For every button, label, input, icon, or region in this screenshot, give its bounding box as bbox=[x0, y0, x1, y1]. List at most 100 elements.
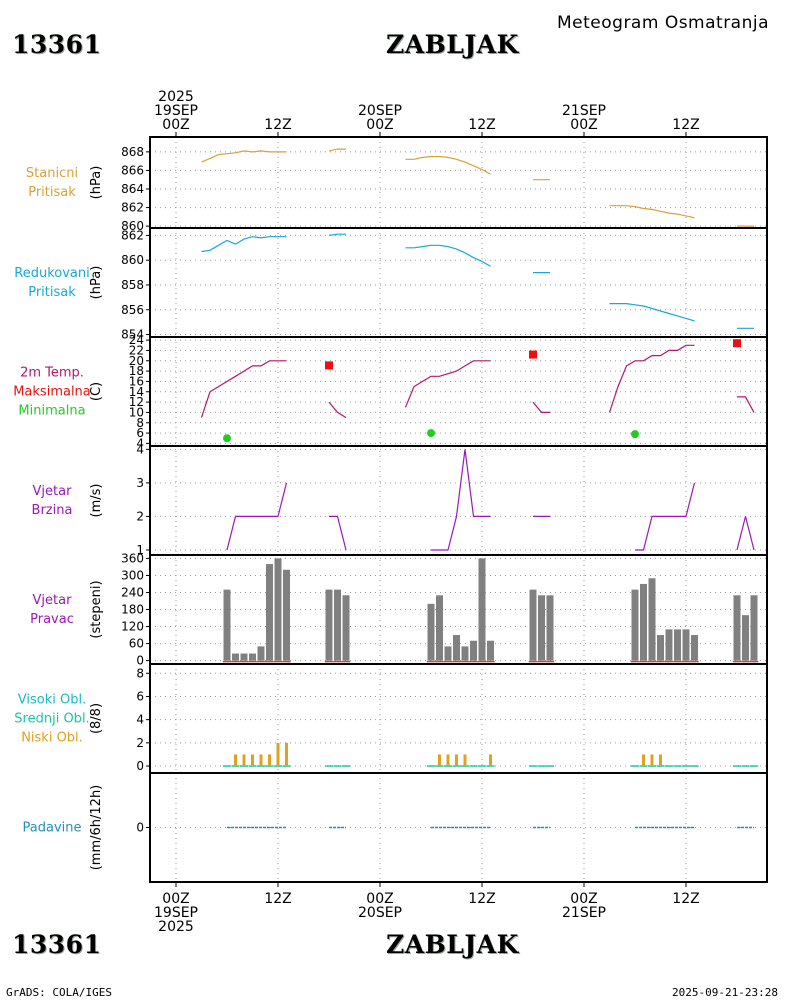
series-line bbox=[201, 236, 287, 253]
direction-bar bbox=[674, 629, 681, 661]
y-tick-label: 866 bbox=[121, 163, 144, 177]
cloud-bar-low bbox=[446, 754, 450, 767]
y-tick-label: 60 bbox=[129, 637, 144, 651]
unit-label: (m/s) bbox=[89, 484, 104, 518]
panel-title-line: Niski Obl. bbox=[21, 731, 83, 746]
unit-label: (C) bbox=[89, 382, 104, 401]
unit-label: (hPa) bbox=[89, 266, 104, 300]
direction-bar bbox=[733, 595, 741, 661]
cloud-bar-low bbox=[276, 742, 280, 767]
cloud-bar-low bbox=[642, 754, 645, 767]
series-line bbox=[226, 482, 288, 551]
bottom-axis-tick-label: 21SEP bbox=[562, 905, 606, 921]
series-line bbox=[329, 515, 347, 551]
footer-station-id: 13361 bbox=[12, 930, 102, 959]
panel-title-line: Vjetar bbox=[33, 484, 73, 499]
panel-title-line: Padavine bbox=[23, 821, 82, 836]
panel-title-line: Pritisak bbox=[28, 285, 76, 300]
direction-bar bbox=[648, 578, 656, 661]
top-axis-tick-label: 00Z bbox=[570, 117, 597, 133]
panel-title-line: Redukovani bbox=[14, 266, 89, 281]
y-tick-label: 10 bbox=[129, 405, 144, 419]
series-line bbox=[328, 233, 346, 236]
y-tick-label: 0 bbox=[136, 821, 144, 835]
panel-title-line: Visoki Obl. bbox=[18, 693, 86, 708]
direction-bar bbox=[427, 603, 435, 661]
direction-bar bbox=[274, 558, 282, 661]
panel-frame bbox=[149, 336, 768, 447]
y-tick-label: 20 bbox=[129, 354, 144, 368]
panel-title-line: Maksimalna bbox=[13, 385, 91, 400]
station-id: 13361 bbox=[12, 30, 102, 59]
series-line bbox=[328, 401, 347, 419]
tmin-marker bbox=[223, 434, 231, 443]
series-line bbox=[736, 516, 755, 551]
direction-bar bbox=[249, 653, 256, 661]
tmax-marker bbox=[733, 339, 741, 348]
cloud-bar-low bbox=[251, 754, 254, 767]
top-axis-tick-label: 12Z bbox=[264, 117, 291, 133]
bottom-axis-tick-label: 00Z bbox=[570, 891, 597, 907]
bottom-axis-tick-label: 19SEP bbox=[154, 905, 198, 921]
panel-title-line: Srednji Obl. bbox=[14, 712, 89, 727]
unit-label: (8/8) bbox=[89, 703, 104, 734]
y-tick-label: 8 bbox=[136, 416, 144, 430]
y-tick-label: 862 bbox=[121, 201, 144, 215]
top-axis-tick-label: 21SEP bbox=[562, 103, 606, 119]
panel-wind-direction: 0 60 120 180 240 300 360 Vjetar Pravac (stepeni) bbox=[30, 551, 768, 668]
y-tick-label: 0 bbox=[136, 654, 144, 668]
y-tick-label: 24 bbox=[129, 333, 144, 347]
direction-bar bbox=[266, 564, 273, 661]
top-axis-tick-label: 00Z bbox=[162, 117, 189, 133]
cloud-bar-low bbox=[438, 754, 441, 767]
bottom-axis-tick-label: 20SEP bbox=[358, 905, 402, 921]
panel-frame bbox=[149, 227, 768, 338]
direction-bar bbox=[453, 635, 460, 661]
y-tick-label: 18 bbox=[129, 364, 144, 378]
direction-bar bbox=[665, 629, 673, 661]
direction-bar bbox=[470, 640, 477, 661]
footer-station-name: ZABLJAK bbox=[386, 930, 519, 959]
direction-bar bbox=[257, 646, 265, 661]
y-tick-label: 6 bbox=[136, 426, 144, 440]
y-tick-label: 858 bbox=[121, 278, 144, 292]
series-line bbox=[201, 150, 287, 163]
direction-bar bbox=[691, 635, 698, 661]
series-line bbox=[609, 303, 695, 322]
bottom-axis-tick-label: 00Z bbox=[366, 891, 393, 907]
cloud-bar-low bbox=[268, 754, 271, 767]
direction-bar bbox=[232, 653, 239, 661]
y-tick-label: 2 bbox=[136, 509, 144, 523]
y-tick-label: 864 bbox=[121, 182, 144, 196]
series-line bbox=[609, 205, 695, 219]
panel-title-line: 2m Temp. bbox=[20, 366, 84, 381]
panel-title-line: Pravac bbox=[30, 612, 74, 627]
tmax-marker bbox=[325, 361, 333, 370]
direction-bar bbox=[538, 595, 545, 661]
direction-bar bbox=[478, 558, 486, 661]
series-line bbox=[405, 155, 491, 175]
direction-bar bbox=[444, 646, 452, 661]
direction-bar bbox=[750, 595, 758, 661]
direction-bar bbox=[640, 583, 647, 661]
series-line bbox=[608, 344, 695, 413]
series-line bbox=[635, 482, 696, 551]
series-line bbox=[200, 360, 287, 418]
panel-title-line: Vjetar bbox=[33, 593, 73, 608]
top-axis-tick-label: 2025 bbox=[158, 89, 194, 105]
y-tick-label: 856 bbox=[121, 303, 144, 317]
y-tick-label: 854 bbox=[121, 328, 144, 342]
series-line bbox=[328, 148, 346, 152]
direction-bar bbox=[546, 595, 554, 661]
series-line bbox=[404, 360, 491, 408]
direction-bar bbox=[283, 569, 290, 661]
top-axis-tick-label: 00Z bbox=[366, 117, 393, 133]
cloud-bar-low bbox=[659, 754, 662, 767]
direction-bar bbox=[682, 629, 690, 661]
direction-bar bbox=[436, 595, 443, 661]
y-tick-label: 360 bbox=[121, 551, 144, 565]
cloud-bar-low bbox=[650, 754, 654, 767]
tmin-marker bbox=[631, 430, 639, 439]
